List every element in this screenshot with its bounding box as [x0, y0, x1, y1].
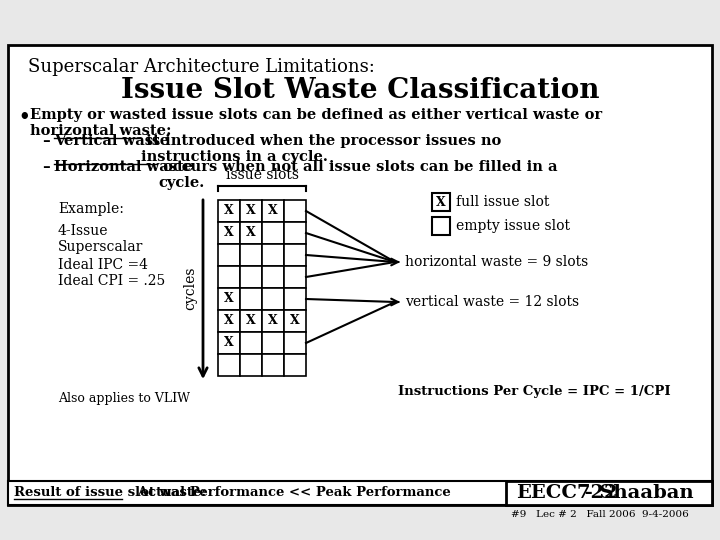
Bar — [262, 310, 284, 332]
Text: Ideal IPC =4
Ideal CPI = .25: Ideal IPC =4 Ideal CPI = .25 — [58, 258, 166, 288]
Bar — [506, 481, 712, 505]
Text: Issue Slot Waste Classification: Issue Slot Waste Classification — [121, 77, 599, 104]
Bar — [262, 244, 284, 266]
Bar — [218, 288, 240, 310]
Text: X: X — [290, 314, 300, 327]
Text: X: X — [224, 336, 234, 349]
Bar — [262, 288, 284, 310]
Bar — [284, 332, 306, 354]
Text: X: X — [224, 205, 234, 218]
Bar — [218, 310, 240, 332]
Text: Also applies to VLIW: Also applies to VLIW — [58, 392, 190, 405]
Bar — [284, 266, 306, 288]
Text: Horizontal waste: Horizontal waste — [54, 160, 193, 174]
Text: horizontal waste = 9 slots: horizontal waste = 9 slots — [405, 255, 588, 269]
Text: vertical waste = 12 slots: vertical waste = 12 slots — [405, 295, 579, 309]
Bar — [432, 193, 450, 211]
Bar — [284, 222, 306, 244]
Bar — [8, 481, 712, 505]
Bar — [262, 332, 284, 354]
Text: empty issue slot: empty issue slot — [456, 219, 570, 233]
Text: X: X — [246, 226, 256, 240]
Text: –: – — [42, 134, 50, 148]
Bar — [218, 354, 240, 376]
Bar — [218, 200, 240, 222]
Bar — [240, 200, 262, 222]
Text: full issue slot: full issue slot — [456, 195, 549, 209]
Text: - Shaaban: - Shaaban — [578, 484, 693, 502]
Text: X: X — [436, 195, 446, 208]
Bar — [240, 266, 262, 288]
Text: •: • — [18, 108, 30, 126]
Text: Instructions Per Cycle = IPC = 1/CPI: Instructions Per Cycle = IPC = 1/CPI — [398, 385, 670, 398]
Text: X: X — [224, 293, 234, 306]
Text: Result of issue slot waste:: Result of issue slot waste: — [14, 487, 206, 500]
Bar — [432, 217, 450, 235]
Bar — [284, 354, 306, 376]
Text: –: – — [42, 160, 50, 174]
Text: Vertical waste: Vertical waste — [54, 134, 169, 148]
Text: X: X — [246, 205, 256, 218]
Bar — [218, 266, 240, 288]
Bar — [262, 200, 284, 222]
Bar — [284, 310, 306, 332]
Bar — [218, 244, 240, 266]
Text: X: X — [268, 314, 278, 327]
Text: #9   Lec # 2   Fall 2006  9-4-2006: #9 Lec # 2 Fall 2006 9-4-2006 — [511, 510, 689, 519]
Text: cycles: cycles — [183, 266, 197, 310]
Text: is introduced when the processor issues no
instructions in a cycle.: is introduced when the processor issues … — [141, 134, 501, 164]
Bar — [284, 244, 306, 266]
Text: 4-Issue
Superscalar: 4-Issue Superscalar — [58, 224, 143, 254]
Bar — [240, 332, 262, 354]
Text: Example:: Example: — [58, 202, 124, 216]
Text: Actual Performance << Peak Performance: Actual Performance << Peak Performance — [124, 487, 451, 500]
Bar — [262, 266, 284, 288]
Text: EECC722: EECC722 — [516, 484, 618, 502]
Text: X: X — [268, 205, 278, 218]
Bar — [240, 310, 262, 332]
Bar — [262, 354, 284, 376]
Bar — [284, 288, 306, 310]
Text: X: X — [224, 314, 234, 327]
Bar — [8, 45, 712, 505]
Bar — [218, 222, 240, 244]
Bar — [240, 288, 262, 310]
Bar — [284, 200, 306, 222]
Text: Empty or wasted issue slots can be defined as either vertical waste or
horizonta: Empty or wasted issue slots can be defin… — [30, 108, 602, 138]
Bar — [262, 222, 284, 244]
Bar — [218, 332, 240, 354]
Bar — [240, 222, 262, 244]
Text: issue slots: issue slots — [225, 168, 299, 182]
Text: X: X — [224, 226, 234, 240]
Text: X: X — [246, 314, 256, 327]
Text: Superscalar Architecture Limitations:: Superscalar Architecture Limitations: — [28, 58, 375, 76]
Text: occurs when not all issue slots can be filled in a
cycle.: occurs when not all issue slots can be f… — [158, 160, 557, 190]
Bar — [240, 244, 262, 266]
Bar — [240, 354, 262, 376]
